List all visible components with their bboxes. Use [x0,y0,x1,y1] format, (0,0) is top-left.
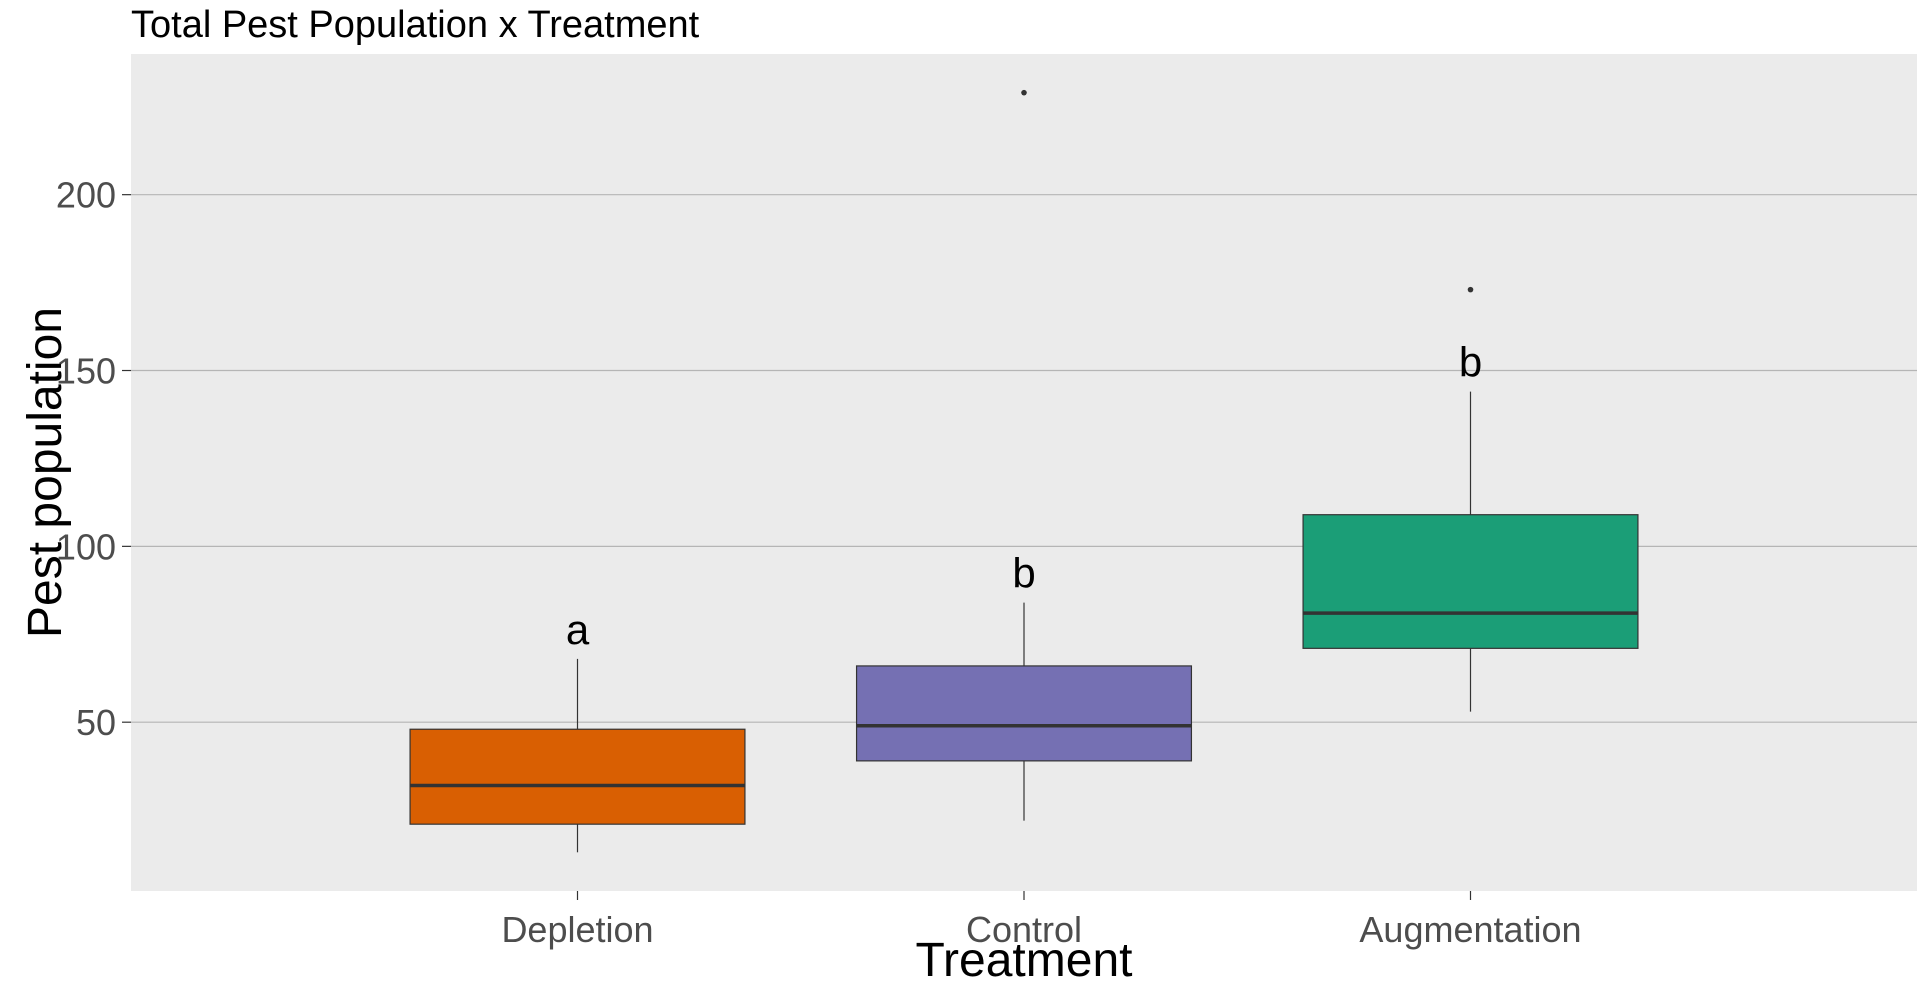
y-tick-label: 150 [56,351,116,392]
chart-title: Total Pest Population x Treatment [131,4,700,46]
box-augmentation: b [1302,286,1639,712]
y-tick-label: 100 [56,526,116,567]
significance-label: b [1459,339,1482,386]
box-depletion: a [409,606,746,853]
iqr-box [409,728,746,825]
x-tick-label: Control [966,909,1082,950]
x-tick-label: Augmentation [1359,909,1581,950]
outlier-point [1467,286,1474,293]
outlier-point [1021,89,1027,96]
y-tick-label: 50 [76,702,116,743]
grid-lines [131,194,1917,723]
box-control: b [855,89,1193,821]
x-axis-title: Treatment [916,934,1133,987]
iqr-box [1302,514,1639,649]
iqr-box [855,665,1193,762]
y-tick-label: 200 [56,175,116,216]
y-axis-title: Pest population [19,307,72,638]
significance-label: a [566,606,590,653]
significance-label: b [1012,550,1035,597]
box-layer: a b b [409,89,1639,853]
axes: 50 100 150 200 Depletion Control Augmentation [56,175,1582,950]
x-tick-label: Depletion [501,909,653,950]
